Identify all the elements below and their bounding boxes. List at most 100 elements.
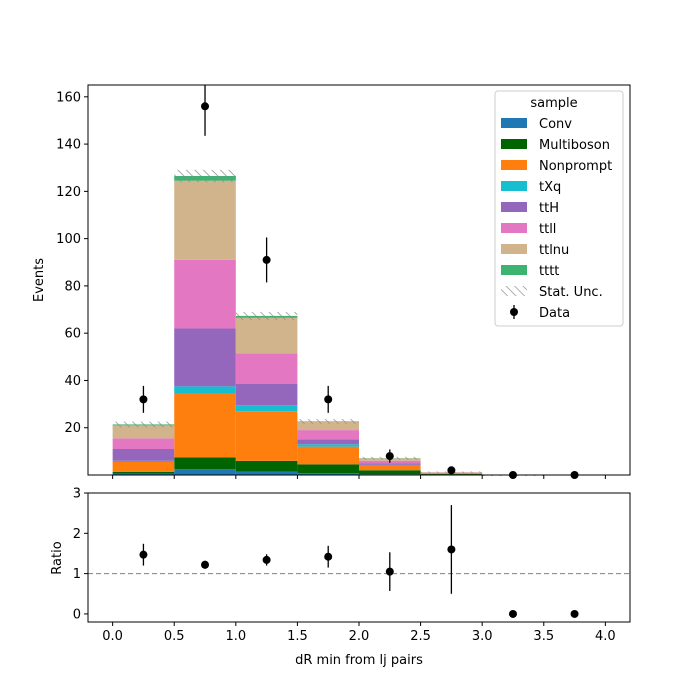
main-y-tick-label-4: 100: [56, 232, 81, 247]
bar-tth-bin-0: [112, 449, 175, 461]
legend-label-conv: Conv: [539, 117, 572, 132]
main-y-tick-label-3: 80: [64, 279, 81, 294]
data-point-bin-5: [447, 466, 456, 475]
ratio-point-bin-5: [447, 545, 456, 554]
legend-swatch-stat-unc: [501, 286, 527, 296]
legend-label-txq: tXq: [539, 180, 561, 195]
stat-unc-bin-3: [297, 418, 359, 424]
ratio-point-bin-0: [139, 550, 148, 559]
ratio-point-bin-2: [262, 555, 271, 564]
legend-label-multiboson: Multiboson: [539, 138, 610, 153]
ratio-point-bin-4: [385, 567, 394, 576]
bar-ttll-bin-3: [297, 430, 359, 440]
x-tick-label-4: 2.0: [349, 629, 370, 644]
bar-nonprompt-bin-1: [174, 393, 236, 458]
x-tick-label-8: 4.0: [595, 629, 616, 644]
bar-conv-bin-2: [235, 471, 298, 475]
ratio-axes-frame: [87, 492, 631, 623]
legend-label-nonprompt: Nonprompt: [539, 159, 612, 174]
x-axis-label: dR min from lj pairs: [295, 653, 423, 668]
x-tick-label-5: 2.5: [410, 629, 431, 644]
ratio-y-tick-label-3: 3: [73, 487, 81, 502]
bar-txq-bin-1: [174, 386, 236, 394]
bar-ttlnu-bin-3: [297, 421, 359, 431]
bar-conv-bin-0: [112, 473, 175, 475]
bar-conv-bin-1: [174, 469, 236, 475]
bar-tth-bin-1: [174, 328, 236, 387]
x-tick-label-1: 0.5: [164, 629, 185, 644]
bar-txq-bin-0: [112, 460, 175, 462]
bar-multiboson-bin-2: [235, 460, 298, 472]
main-y-tick-label-2: 60: [64, 327, 81, 342]
x-tick-label-2: 1.0: [225, 629, 246, 644]
bar-ttll-bin-0: [112, 438, 175, 449]
legend-data-marker: [510, 308, 518, 316]
bar-conv-bin-3: [297, 473, 359, 475]
main-y-tick-label-6: 140: [56, 138, 81, 153]
bar-txq-bin-3: [297, 444, 359, 447]
data-point-bin-4: [385, 452, 394, 461]
x-tick-label-6: 3.0: [472, 629, 493, 644]
legend-label-tth: ttH: [539, 201, 559, 216]
legend-label-ttll: ttll: [539, 222, 556, 237]
ratio-point-bin-7: [570, 609, 579, 618]
data-point-bin-2: [262, 255, 271, 264]
main-panel: 20 40 60 80 100 120 140 160: [56, 84, 631, 479]
bar-nonprompt-bin-3: [297, 446, 359, 465]
legend-label-stat-unc: Stat. Unc.: [539, 285, 603, 300]
x-tick-label-0: 0.0: [102, 629, 123, 644]
legend-swatch-conv: [501, 118, 527, 128]
ratio-point-bin-3: [324, 552, 333, 561]
legend-label-ttlnu: ttlnu: [539, 243, 569, 258]
legend-swatch-ttlnu: [501, 244, 527, 254]
bar-ttlnu-bin-1: [174, 180, 236, 260]
bar-ttll-bin-1: [174, 259, 236, 329]
bar-txq-bin-4: [359, 464, 421, 466]
main-y-tick-label-0: 20: [64, 421, 81, 436]
ratio-point-bin-1: [201, 560, 210, 569]
legend-swatch-ttll: [501, 223, 527, 233]
bar-nonprompt-bin-0: [112, 462, 175, 472]
main-y-tick-label-7: 160: [56, 90, 81, 105]
bar-ttll-bin-2: [235, 353, 298, 384]
x-tick-label-7: 3.5: [533, 629, 554, 644]
ratio-point-bin-6: [508, 609, 517, 618]
data-point-bin-1: [201, 102, 210, 111]
bar-txq-bin-2: [235, 405, 298, 412]
bar-multiboson-bin-1: [174, 457, 236, 470]
bar-ttlnu-bin-0: [112, 425, 175, 439]
data-point-bin-0: [139, 395, 148, 404]
legend-title: sample: [530, 96, 577, 111]
main-y-tick-label-1: 40: [64, 374, 81, 389]
stat-unc-bin-1: [174, 169, 236, 183]
bar-nonprompt-bin-4: [359, 465, 421, 471]
bar-multiboson-bin-5: [420, 474, 483, 475]
bar-multiboson-bin-0: [112, 471, 175, 474]
bar-multiboson-bin-4: [359, 470, 421, 475]
legend-swatch-tth: [501, 202, 527, 212]
legend: sample Conv Multiboson Nonprompt tXq ttH ttll t…: [494, 90, 624, 327]
ratio-panel: 0 1 2 3 0.0 0.5 1.0 1.5 2.0 2.5 3.0 3.5 4.0: [73, 487, 631, 644]
ratio-y-tick-label-1: 1: [73, 567, 81, 582]
bar-tth-bin-4: [359, 463, 421, 465]
main-y-tick-label-5: 120: [56, 185, 81, 200]
x-tick-label-3: 1.5: [287, 629, 308, 644]
ratio-y-tick-label-0: 0: [73, 607, 81, 622]
stat-unc-bin-0: [112, 421, 175, 428]
bar-tth-bin-3: [297, 439, 359, 445]
ratio-y-tick-label-2: 2: [73, 527, 81, 542]
legend-swatch-multiboson: [501, 139, 527, 149]
main-y-axis-label: Events: [32, 258, 47, 302]
bar-ttlnu-bin-2: [235, 317, 298, 354]
bar-multiboson-bin-3: [297, 464, 359, 474]
ratio-y-axis-label: Ratio: [50, 541, 65, 574]
data-point-bin-3: [324, 395, 333, 404]
legend-label-tttt: tttt: [539, 264, 559, 279]
stat-unc-bin-2: [235, 311, 298, 320]
bar-tth-bin-2: [235, 384, 298, 406]
legend-label-data: Data: [539, 306, 570, 321]
bar-nonprompt-bin-2: [235, 411, 298, 461]
legend-swatch-txq: [501, 181, 527, 191]
legend-swatch-tttt: [501, 265, 527, 275]
